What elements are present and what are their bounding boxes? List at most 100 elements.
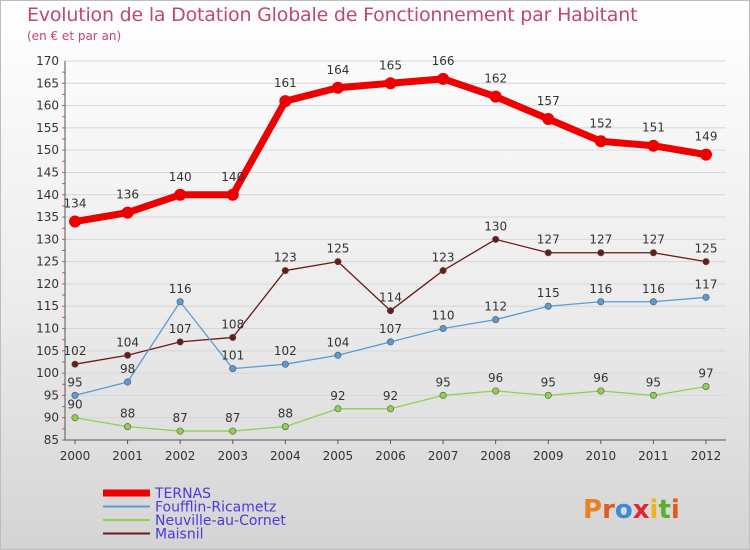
- grid-layer: [65, 60, 726, 441]
- data-label: 116: [642, 282, 665, 296]
- data-point: [71, 414, 79, 422]
- y-tick-label: 95: [44, 388, 59, 402]
- data-label: 123: [432, 251, 455, 265]
- data-label-layer: 134 136 140 140 161 164 165 166 162 157 152 151 149 9…: [64, 54, 718, 425]
- data-point: [124, 351, 132, 359]
- data-label: 96: [488, 371, 503, 385]
- data-label: 157: [537, 94, 560, 108]
- data-label: 95: [541, 375, 556, 389]
- data-point: [229, 365, 237, 373]
- data-point: [279, 95, 292, 108]
- data-label: 165: [379, 58, 402, 72]
- x-tick-label: 2008: [480, 449, 511, 463]
- data-label: 127: [642, 233, 665, 247]
- data-point: [597, 298, 605, 306]
- brand-text: Proxiti: [583, 495, 680, 525]
- y-tick-label: 165: [36, 76, 59, 90]
- data-point: [597, 387, 605, 395]
- data-label: 108: [221, 317, 244, 331]
- data-label: 95: [67, 375, 82, 389]
- data-point: [492, 387, 500, 395]
- data-point: [331, 81, 344, 94]
- data-point: [647, 139, 660, 152]
- data-point: [439, 325, 447, 333]
- y-tick-label: 125: [36, 255, 59, 269]
- data-label: 127: [537, 233, 560, 247]
- data-label: 125: [326, 242, 349, 256]
- x-tick-label: 2011: [638, 449, 669, 463]
- data-label: 102: [64, 344, 87, 358]
- data-point: [544, 249, 552, 257]
- data-label: 88: [278, 407, 293, 421]
- data-label: 164: [326, 63, 349, 77]
- data-point: [649, 298, 657, 306]
- data-label: 98: [120, 362, 135, 376]
- y-tick-label: 110: [36, 322, 59, 336]
- y-tick-label: 140: [36, 188, 59, 202]
- data-point: [544, 391, 552, 399]
- brand-letter: i: [650, 495, 659, 525]
- x-tick-label: 2006: [375, 449, 406, 463]
- data-label: 112: [484, 300, 507, 314]
- x-tick-label: 2010: [586, 449, 617, 463]
- data-label: 140: [169, 170, 192, 184]
- data-label: 151: [642, 121, 665, 135]
- data-point: [229, 333, 237, 341]
- y-tick-label: 100: [36, 366, 59, 380]
- legend: TERNASFoufflin-RicametzNeuville-au-Corne…: [103, 486, 286, 543]
- data-label: 136: [116, 188, 139, 202]
- data-point: [594, 135, 607, 148]
- brand-letter: i: [671, 495, 680, 525]
- y-tick-label: 85: [44, 433, 59, 447]
- data-label: 115: [537, 286, 560, 300]
- y-tick-label: 130: [36, 232, 59, 246]
- data-label: 102: [274, 344, 297, 358]
- data-point: [71, 360, 79, 368]
- data-point: [174, 188, 187, 201]
- x-tick-label: 2003: [217, 449, 248, 463]
- legend-label: Neuville-au-Cornet: [155, 513, 286, 529]
- y-tick-label: 145: [36, 165, 59, 179]
- data-label: 116: [589, 282, 612, 296]
- data-label: 101: [221, 349, 244, 363]
- brand-logo: Proxiti: [583, 495, 680, 525]
- data-point: [649, 391, 657, 399]
- data-label: 134: [64, 197, 87, 211]
- data-label: 95: [435, 375, 450, 389]
- y-tick-label: 170: [36, 54, 59, 68]
- data-label: 125: [695, 242, 718, 256]
- x-tick-label: 2012: [691, 449, 722, 463]
- data-point: [121, 206, 134, 219]
- y-tick-label: 90: [44, 411, 59, 425]
- data-label: 161: [274, 76, 297, 90]
- data-label: 95: [646, 375, 661, 389]
- data-point: [700, 148, 712, 161]
- data-point: [124, 378, 132, 386]
- plot-area: [65, 61, 726, 440]
- data-label: 92: [383, 389, 398, 403]
- data-label: 130: [484, 219, 507, 233]
- data-point: [176, 338, 184, 346]
- data-point: [702, 293, 710, 301]
- data-label: 127: [589, 233, 612, 247]
- series-layer: [69, 72, 712, 435]
- data-label: 140: [221, 170, 244, 184]
- data-label: 96: [593, 371, 608, 385]
- data-label: 107: [379, 322, 402, 336]
- data-label: 162: [484, 72, 507, 86]
- data-point: [437, 72, 450, 85]
- data-point: [334, 351, 342, 359]
- data-point: [439, 391, 447, 399]
- data-point: [702, 258, 710, 266]
- data-label: 149: [695, 130, 718, 144]
- data-point: [176, 298, 184, 306]
- legend-label: TERNAS: [154, 486, 211, 502]
- x-tick-label: 2005: [323, 449, 354, 463]
- data-label: 104: [116, 335, 139, 349]
- x-tick-label: 2009: [533, 449, 564, 463]
- data-point: [544, 302, 552, 310]
- brand-letter: r: [602, 495, 615, 525]
- data-point: [492, 235, 500, 243]
- brand-letter: t: [658, 495, 670, 525]
